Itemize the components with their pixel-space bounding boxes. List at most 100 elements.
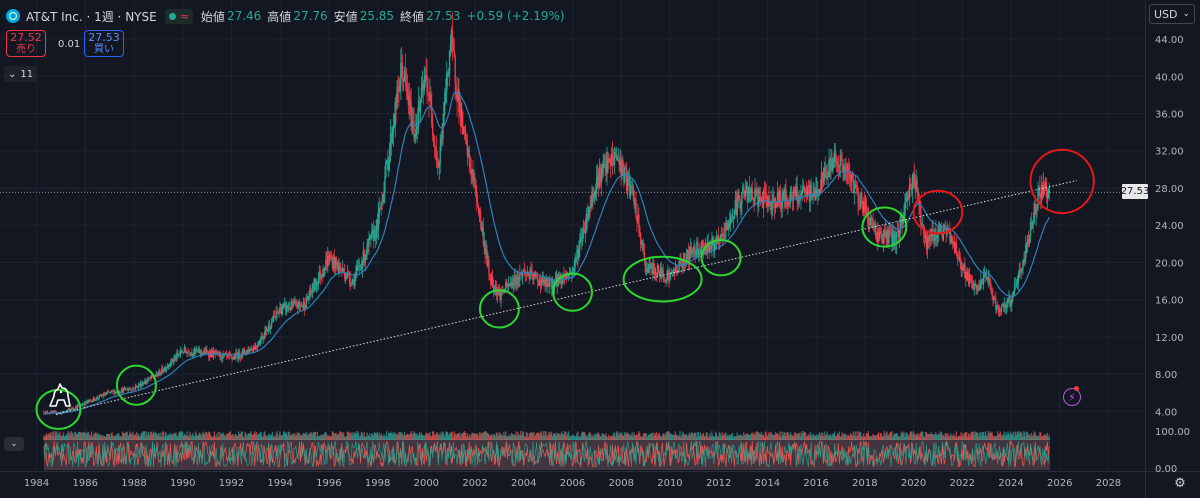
volume-bar [146, 431, 148, 440]
candle-body [183, 347, 186, 353]
volume-bar [759, 433, 761, 440]
volume-bar [908, 433, 911, 440]
volume-bar [767, 434, 769, 440]
candle-body [916, 180, 918, 189]
candle-body [965, 271, 967, 279]
volume-bar [191, 436, 193, 440]
volume-bar [800, 436, 802, 440]
volume-bar [584, 433, 587, 440]
sell-button[interactable]: 27.52 売り [6, 30, 46, 57]
pane-collapse-button[interactable]: ⌄ [4, 437, 24, 451]
volume-bar [831, 436, 833, 440]
volume-bar [283, 431, 285, 440]
candle-body [395, 101, 397, 109]
candle-body [206, 349, 208, 352]
candle-body [675, 267, 678, 273]
candle-body [750, 188, 752, 193]
candle-body [1045, 182, 1048, 198]
candle-body [933, 236, 935, 241]
indicators-toggle-button[interactable]: ⌄ 11 [4, 66, 37, 82]
symbol-title[interactable]: AT&T Inc. · 1週 · NYSE [26, 9, 157, 24]
volume-bar [544, 431, 546, 440]
volume-bar [217, 432, 219, 440]
tradingview-logo-icon[interactable] [46, 382, 74, 410]
candle-body [762, 190, 765, 209]
volume-bar [999, 431, 1002, 440]
volume-bar [362, 435, 364, 440]
gear-icon[interactable]: ⚙ [1174, 475, 1186, 491]
candle-body [836, 162, 839, 166]
market-status-badge[interactable]: ≈ [164, 8, 193, 24]
candle-body [461, 111, 463, 127]
volume-bar [208, 431, 211, 440]
candle-body [565, 274, 568, 277]
volume-bar [1041, 436, 1044, 440]
candle-body [848, 173, 851, 176]
candle-body [922, 225, 924, 226]
volume-bar [818, 434, 820, 440]
candle-body [451, 29, 454, 42]
volume-bar [804, 432, 807, 440]
candle-body [317, 278, 320, 285]
candle-body [744, 193, 746, 197]
volume-bar [653, 435, 655, 440]
candle-body [1031, 222, 1034, 229]
volume-bar [529, 432, 531, 440]
candle-body [632, 185, 634, 191]
volume-bar [1032, 434, 1034, 440]
candle-body [734, 200, 737, 210]
volume-bar [349, 432, 351, 440]
volume-bar [364, 436, 366, 440]
volume-bar [919, 433, 921, 440]
volume-bar [1036, 435, 1038, 440]
buy-button[interactable]: 27.53 買い [84, 30, 124, 57]
candle-body [1006, 300, 1008, 308]
candle-body [647, 269, 649, 273]
candle-body [920, 211, 922, 225]
price-tick-label: 36.00 [1155, 110, 1184, 121]
price-tick-label: 44.00 [1155, 35, 1184, 46]
volume-bar [888, 434, 890, 440]
currency-select[interactable]: USD ⌄ [1149, 4, 1195, 24]
volume-bar [58, 433, 60, 440]
candle-body [107, 391, 110, 393]
candle-body [264, 330, 266, 338]
volume-bar [904, 436, 906, 440]
volume-bar [331, 431, 334, 440]
volume-bar [233, 436, 235, 440]
volume-bar [527, 436, 529, 440]
volume-bar [710, 436, 712, 440]
volume-bar [691, 431, 693, 440]
volume-bar [386, 431, 388, 440]
candle-body [104, 394, 107, 396]
volume-bar [465, 436, 468, 440]
candle-body [50, 411, 53, 414]
flash-icon[interactable]: ⚡ [1063, 388, 1081, 406]
candle-body [550, 279, 553, 289]
volume-bar [759, 434, 762, 440]
candle-body [278, 310, 280, 313]
candle-body [427, 92, 429, 94]
volume-bar [537, 432, 540, 440]
candle-body [348, 272, 351, 279]
volume-bar [265, 435, 267, 440]
volume-bar [692, 434, 694, 440]
candle-body [1018, 269, 1020, 276]
volume-bar [874, 435, 876, 440]
candle-body [165, 367, 168, 370]
candle-body [249, 348, 251, 352]
candle-body [629, 186, 632, 196]
candle-body [855, 184, 857, 186]
candle-body [340, 267, 342, 270]
candle-body [919, 202, 921, 212]
volume-bar [89, 435, 91, 440]
candle-body [457, 88, 459, 102]
candle-body [798, 196, 800, 205]
volume-bar [46, 435, 49, 440]
volume-bar [479, 432, 482, 440]
volume-bar [549, 432, 551, 440]
volume-bar [62, 432, 65, 440]
volume-bar [419, 435, 422, 440]
volume-bar [965, 431, 967, 440]
